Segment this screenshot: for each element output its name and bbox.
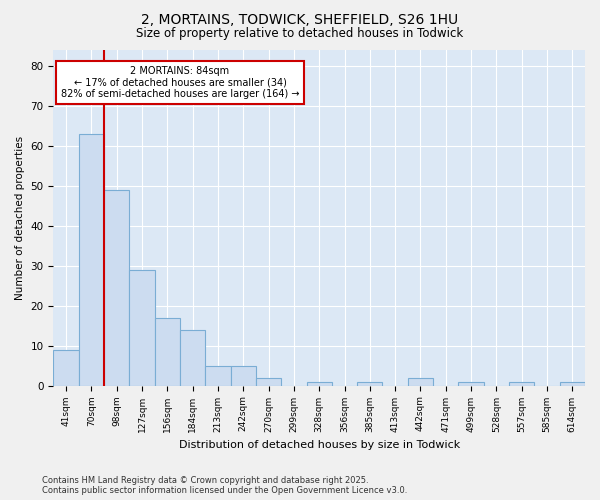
Bar bbox=[155, 318, 180, 386]
Text: Contains HM Land Registry data © Crown copyright and database right 2025.
Contai: Contains HM Land Registry data © Crown c… bbox=[42, 476, 407, 495]
Bar bbox=[53, 350, 79, 386]
Bar bbox=[104, 190, 130, 386]
Bar bbox=[357, 382, 382, 386]
Bar bbox=[458, 382, 484, 386]
Bar bbox=[230, 366, 256, 386]
Text: 2 MORTAINS: 84sqm
← 17% of detached houses are smaller (34)
82% of semi-detached: 2 MORTAINS: 84sqm ← 17% of detached hous… bbox=[61, 66, 299, 99]
Bar bbox=[408, 378, 433, 386]
Text: 2, MORTAINS, TODWICK, SHEFFIELD, S26 1HU: 2, MORTAINS, TODWICK, SHEFFIELD, S26 1HU bbox=[142, 12, 458, 26]
Bar bbox=[256, 378, 281, 386]
Bar bbox=[560, 382, 585, 386]
Bar bbox=[79, 134, 104, 386]
Text: Size of property relative to detached houses in Todwick: Size of property relative to detached ho… bbox=[136, 28, 464, 40]
Bar bbox=[205, 366, 230, 386]
Bar bbox=[509, 382, 535, 386]
Bar bbox=[307, 382, 332, 386]
Y-axis label: Number of detached properties: Number of detached properties bbox=[15, 136, 25, 300]
Bar bbox=[180, 330, 205, 386]
X-axis label: Distribution of detached houses by size in Todwick: Distribution of detached houses by size … bbox=[179, 440, 460, 450]
Bar bbox=[130, 270, 155, 386]
